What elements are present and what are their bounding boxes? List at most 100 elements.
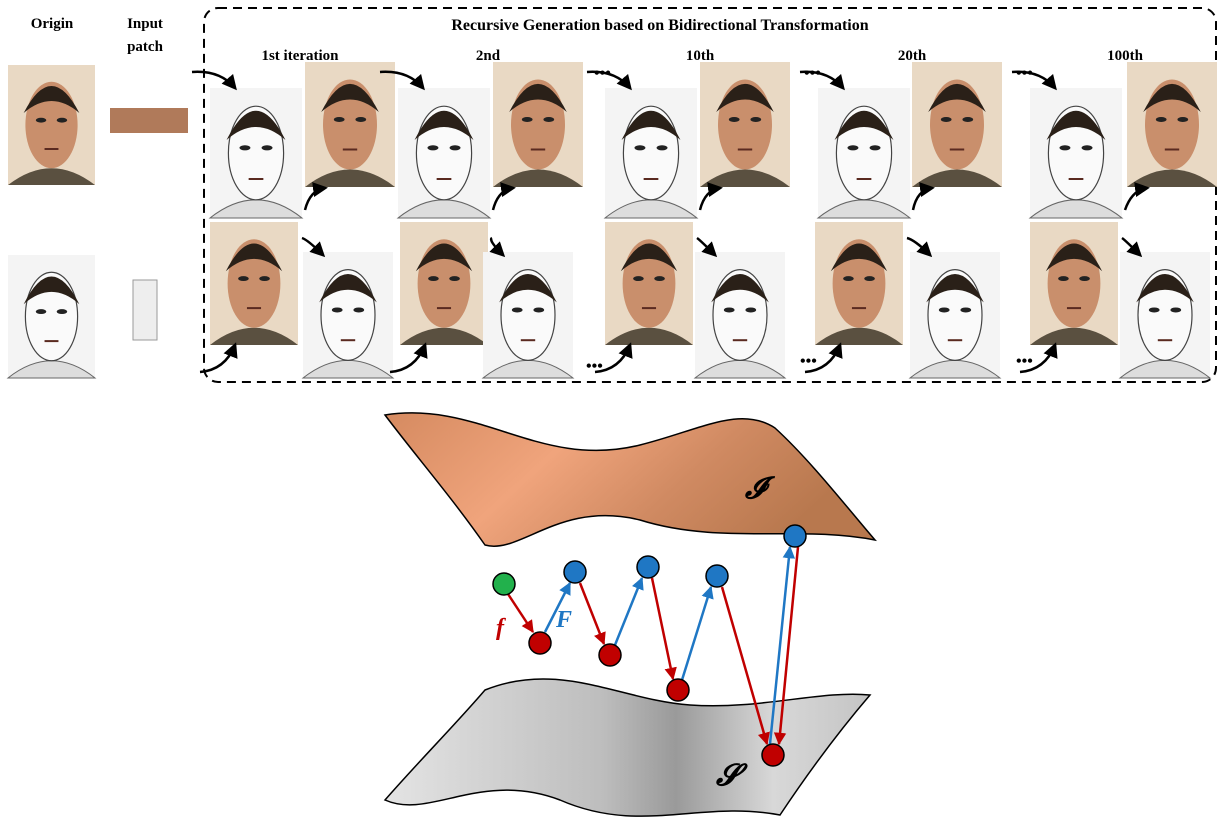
eye [962, 117, 973, 122]
backward-label: F [555, 607, 572, 633]
photo-face [1030, 222, 1118, 345]
eye [259, 276, 270, 281]
eye [633, 276, 644, 281]
sketch-node [762, 744, 784, 766]
eye [1156, 117, 1167, 122]
arrow [192, 72, 235, 88]
eye [847, 145, 858, 150]
sketch-face [818, 88, 910, 218]
eye [543, 117, 554, 122]
start-node [493, 573, 515, 595]
eye [729, 117, 740, 122]
forward-arrow [652, 578, 673, 679]
sketch-face [483, 252, 573, 378]
ellipsis: ••• [804, 65, 821, 82]
photo-face [493, 62, 583, 187]
eye [522, 117, 533, 122]
sketch-face [910, 252, 1000, 378]
input-label: patch [127, 39, 163, 55]
eye [450, 145, 461, 150]
photo-node [637, 556, 659, 578]
eye [864, 276, 875, 281]
ellipsis: ••• [586, 358, 603, 375]
sketch-face [1030, 88, 1122, 218]
eye [353, 307, 364, 312]
sketch-node [529, 632, 551, 654]
eye [1079, 276, 1090, 281]
arrow [200, 345, 235, 372]
arrow [700, 188, 720, 210]
eye [634, 145, 645, 150]
eye [57, 309, 67, 314]
iteration-label: 100th [1107, 48, 1143, 64]
eye [262, 145, 273, 150]
eye [724, 307, 735, 312]
eye [355, 117, 366, 122]
eye [57, 118, 67, 123]
backward-arrow [682, 587, 711, 680]
eye [1058, 276, 1069, 281]
photo-node [564, 561, 586, 583]
ellipsis: ••• [800, 353, 817, 370]
sketch-face [8, 255, 95, 378]
input-patch [110, 108, 188, 133]
photo-face [8, 65, 95, 185]
photo-face [815, 222, 903, 345]
ellipsis: ••• [594, 65, 611, 82]
eye [657, 145, 668, 150]
eye [238, 276, 249, 281]
arrow [493, 188, 513, 210]
eye [750, 117, 761, 122]
eye [239, 145, 250, 150]
photo-node [784, 525, 806, 547]
eye [1082, 145, 1093, 150]
eye [939, 307, 950, 312]
eye [870, 145, 881, 150]
input-label: Input [127, 16, 163, 32]
eye [960, 307, 971, 312]
ellipsis: ••• [1016, 65, 1033, 82]
iteration-label: 20th [898, 48, 927, 64]
eye [332, 307, 343, 312]
eye [533, 307, 544, 312]
photo-face [912, 62, 1002, 187]
photo-node [706, 565, 728, 587]
photo-face [1127, 62, 1217, 187]
sketch-node [667, 679, 689, 701]
sketch-face [210, 88, 302, 218]
arrow [390, 345, 425, 372]
eye [1170, 307, 1181, 312]
photo-face [700, 62, 790, 187]
eye [843, 276, 854, 281]
panel-title: Recursive Generation based on Bidirectio… [451, 17, 868, 34]
origin-label: Origin [31, 16, 74, 32]
eye [36, 118, 46, 123]
backward-arrow [615, 578, 642, 645]
face-images [8, 62, 1217, 378]
eye [745, 307, 756, 312]
sketch-face [398, 88, 490, 218]
eye [512, 307, 523, 312]
eye [428, 276, 439, 281]
sketch-face [695, 252, 785, 378]
iteration-label: 1st iteration [261, 48, 339, 64]
input-patch [133, 280, 157, 340]
eye [427, 145, 438, 150]
forward-arrow [508, 594, 533, 632]
eye [1177, 117, 1188, 122]
lower-manifold [385, 679, 870, 816]
eye [941, 117, 952, 122]
figure: Origin Input patch Recursive Generation … [0, 0, 1220, 827]
eye [1059, 145, 1070, 150]
forward-arrow [580, 583, 604, 644]
eye [36, 309, 46, 314]
photo-face [210, 222, 298, 345]
sketch-face [303, 252, 393, 378]
forward-label: f [496, 615, 506, 641]
arrow [305, 188, 325, 210]
sketch-face [1120, 252, 1210, 378]
eye [449, 276, 460, 281]
photo-face [305, 62, 395, 187]
iteration-label: 10th [686, 48, 715, 64]
sketch-face [605, 88, 697, 218]
